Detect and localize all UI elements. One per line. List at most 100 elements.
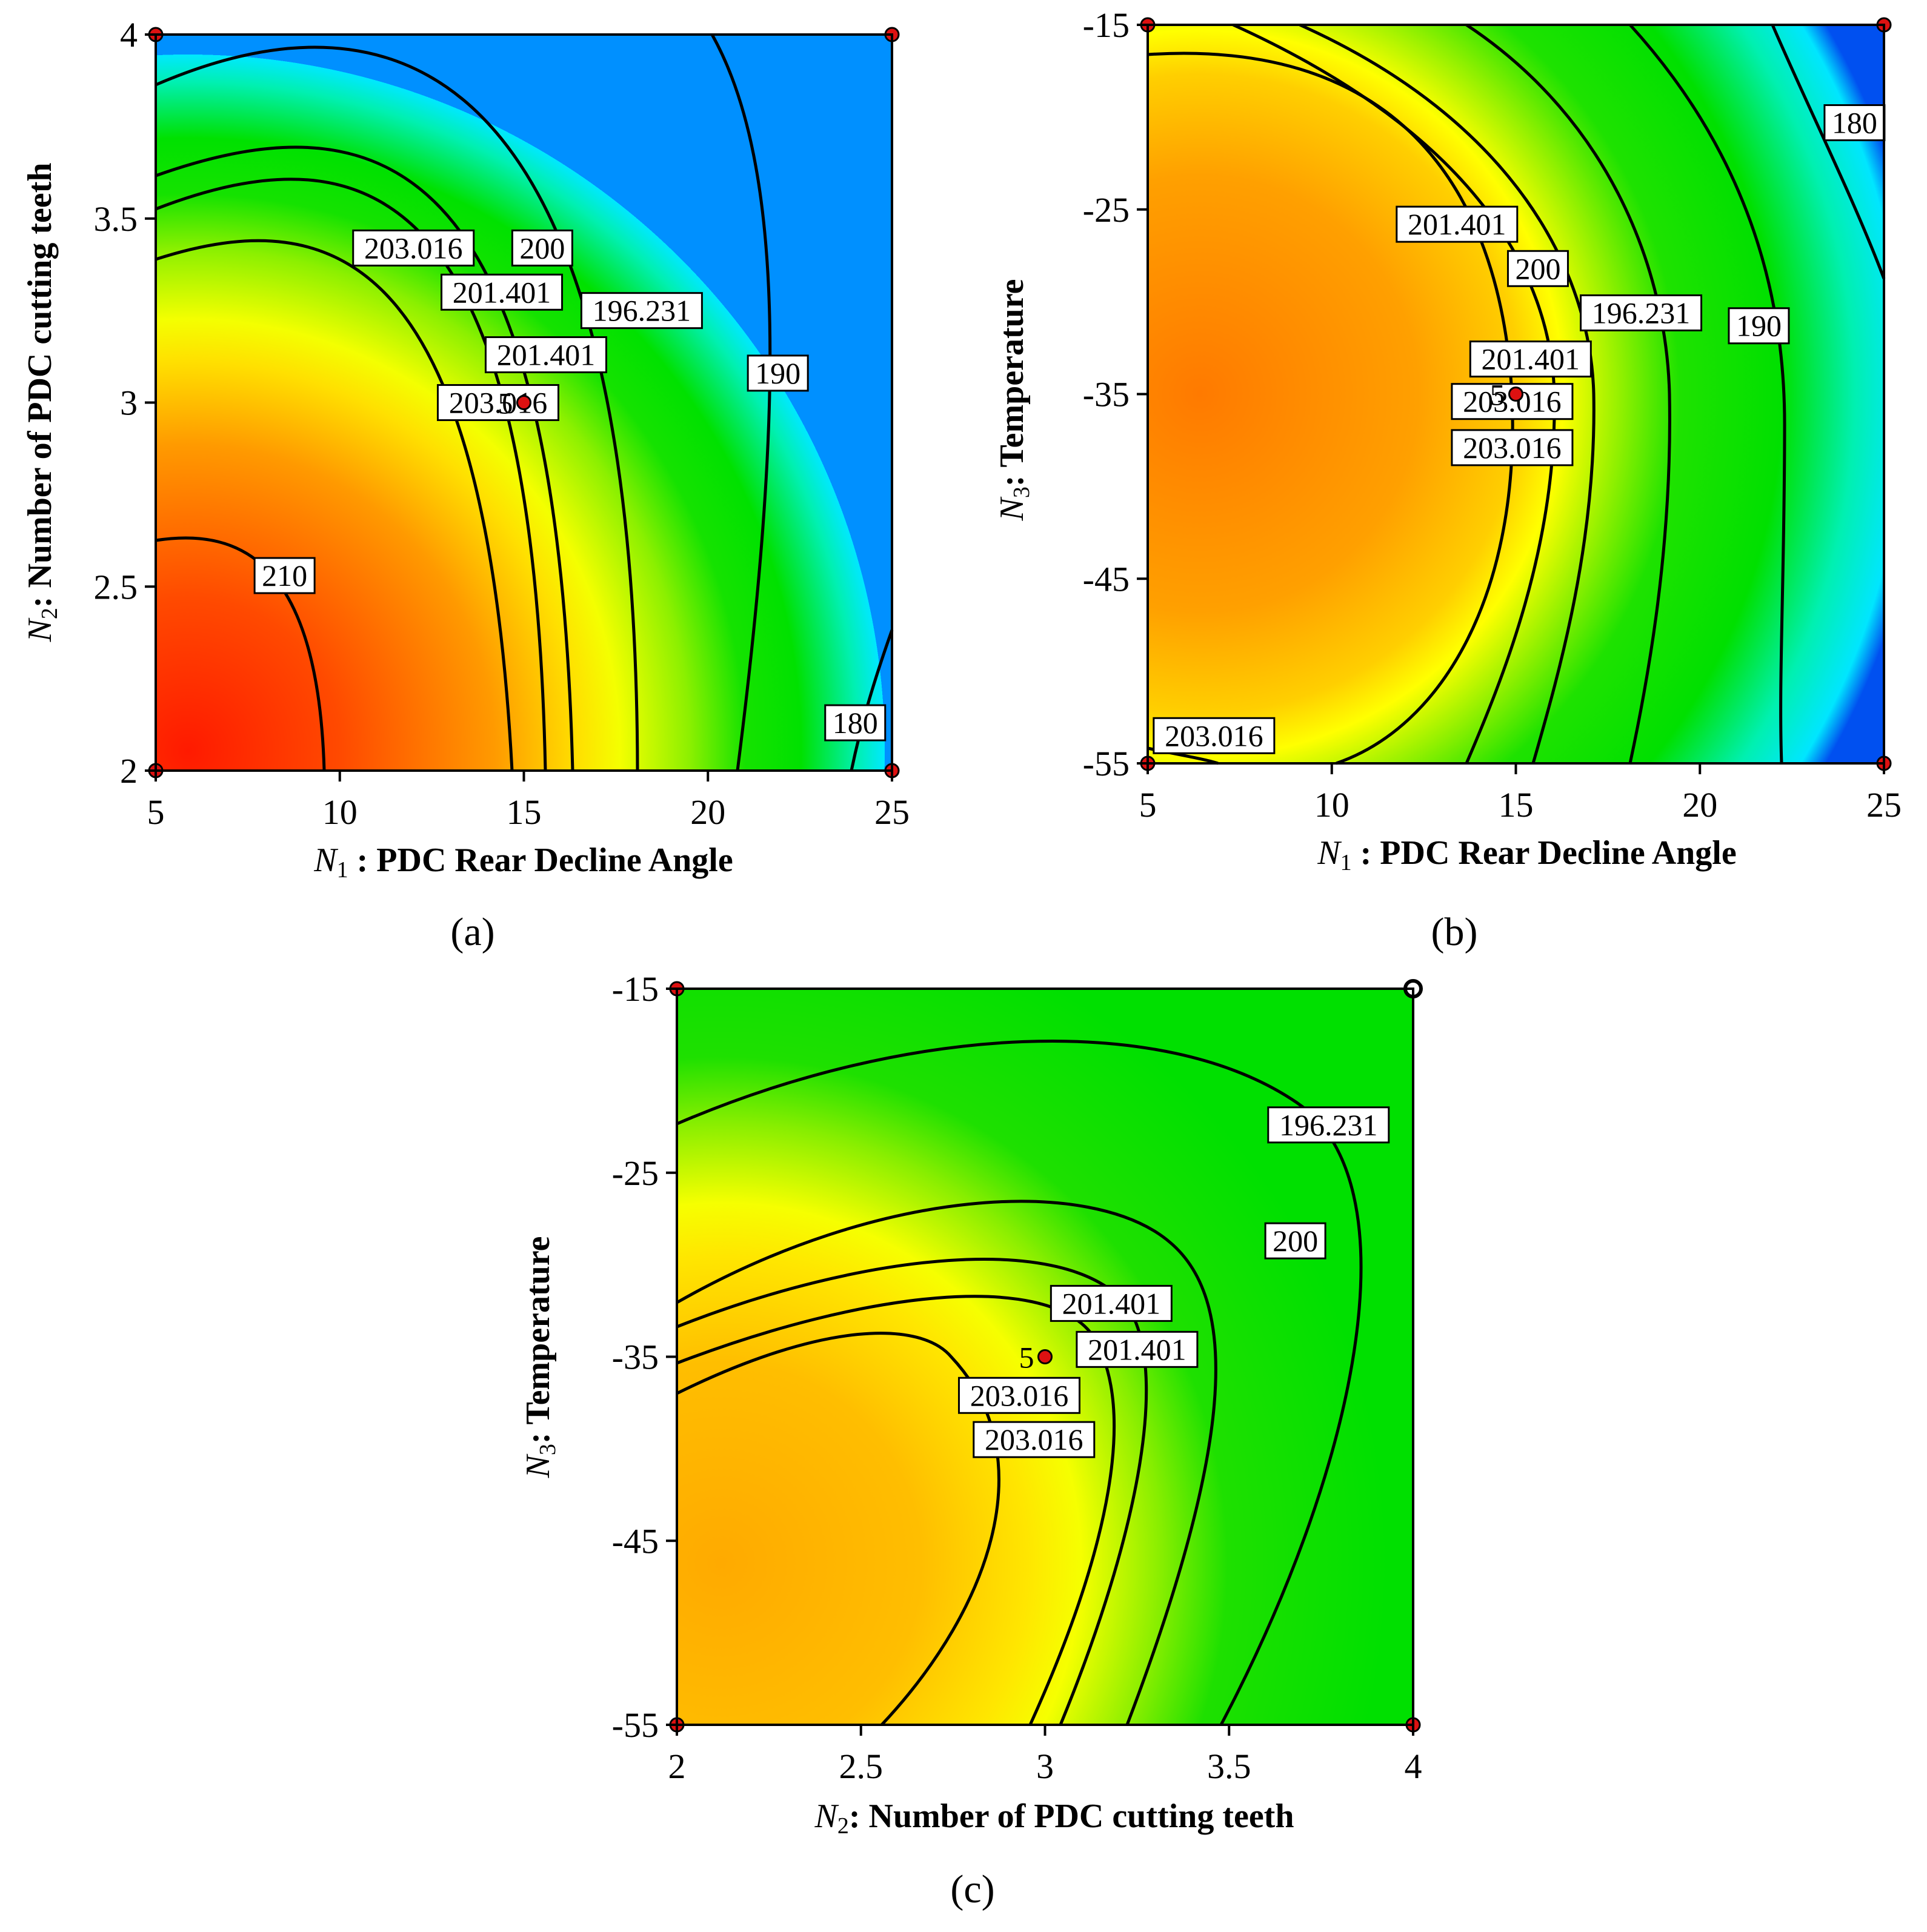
panel-a-y-ticks: 2 2.5 3 3.5 4 [94,15,156,791]
contour-label: 200 [511,229,573,267]
contour-label-box [441,273,564,311]
contour-line-201-401-b [1232,23,1556,764]
contour-line-190-b [1629,24,1786,764]
contour-label-text: 201.401 [1408,207,1506,241]
contour-label-box [253,557,316,594]
contour-label: 201.401 [441,273,564,311]
y-tick-label: 3 [120,383,138,423]
contour-label: 200 [1264,1222,1326,1260]
contour-label-text: 203.016 [1463,431,1562,465]
x-tick-label: 3 [1036,1747,1054,1786]
contour-label: 200 [1506,250,1569,287]
contour-line-200-a [155,145,574,771]
y-tick-label: -25 [1083,190,1130,230]
contour-line-200-c [676,1200,1217,1725]
contour-label-text: 201.401 [1062,1286,1161,1320]
contour-line-200-b [1299,23,1596,764]
contour-line-203-016-a [155,239,514,771]
contour-label: 201.401 [1050,1284,1173,1322]
contour-label-text: 190 [1736,309,1782,343]
contour-label-box [1264,1222,1326,1260]
contour-label: 196.231 [1580,294,1703,331]
contour-label-box [484,336,607,374]
contour-label-box [1451,429,1574,466]
contour-label-text: 200 [1273,1224,1318,1258]
y-tick-label: 2.5 [94,567,138,606]
x-tick-label: 15 [507,792,542,832]
center-point-label: 5 [498,387,513,420]
contour-label-box [1396,205,1519,243]
contour-label-text: 203.016 [970,1378,1069,1412]
contour-label-text: 203.016 [364,231,463,265]
contour-label-text: 180 [1832,106,1877,140]
contour-label-text: 190 [755,356,800,390]
contour-label-box [1153,717,1276,754]
panel-c-contour-labels: 196.231 200 201.401 201.401 203.016 203.016 [957,1106,1390,1458]
contour-label: 180 [1823,104,1886,142]
panel-a-x-axis-title: N1 : PDC Rear Decline Angle [313,842,733,883]
panel-b-label: (b) [1431,910,1478,954]
contour-label: 201.401 [1396,205,1519,243]
panel-b-x-axis-title: N1 : PDC Rear Decline Angle [1317,834,1736,875]
panel-a-y-axis-title: N2: Number of PDC cutting teeth [21,163,62,643]
contour-label: 180 [824,704,887,742]
contour-label-text: 201.401 [453,275,551,309]
contour-label-box [580,292,703,330]
contour-label: 203.016 [1451,429,1574,466]
panel-c: 196.231 200 201.401 201.401 203.016 203.016 5… [519,969,1423,1911]
contour-label-box [352,229,475,267]
contour-label: 190 [1728,307,1790,345]
contour-label-text: 201.401 [1088,1332,1186,1366]
contour-line-180-b [1771,24,1886,279]
panel-c-y-axis-title: N3: Temperature [519,1236,561,1478]
center-point [516,395,531,410]
panel-c-contours [676,1040,1363,1726]
contour-label-box [1050,1284,1173,1322]
y-tick-label: 3.5 [94,199,138,239]
contour-label: 203.016 [973,1421,1096,1458]
y-tick-label: -45 [1083,559,1130,599]
x-tick-label: 20 [1682,785,1717,825]
x-tick-label: 10 [322,792,358,832]
contour-label: 196.231 [580,292,703,330]
panel-c-x-ticks: 2 2.5 3 3.5 4 [668,1725,1422,1786]
panel-b-contour-labels: 180 201.401 200 196.231 190 201.401 203.016 203… [1153,104,1886,754]
contour-label-box [511,229,573,267]
x-tick-label: 2.5 [839,1747,884,1786]
center-point [1508,387,1523,402]
contour-label-text: 196.231 [1592,296,1691,330]
contour-label: 201.401 [1469,340,1592,378]
contour-line-203-016-c [676,1332,1000,1726]
contour-label-box [973,1421,1096,1458]
x-tick-label: 2 [668,1747,686,1786]
contour-line-196-231-b [1465,23,1671,764]
y-tick-label: -35 [1083,375,1130,414]
panel-a-label: (a) [450,910,494,954]
contour-label-box [747,354,809,392]
contour-label: 201.401 [484,336,607,374]
contour-label: 203.016 [1153,717,1276,754]
panel-b: 180 201.401 200 196.231 190 201.401 203.016 203… [993,5,1902,954]
contour-line-196-231-c [676,1040,1363,1726]
contour-label-box [1580,294,1703,331]
contour-line-196-231-a [155,45,639,771]
panel-c-label: (c) [950,1867,994,1911]
y-tick-label: -55 [612,1705,659,1745]
panel-c-x-axis-title: N2: Number of PDC cutting teeth [814,1798,1294,1839]
contour-label: 203.016 [352,229,475,267]
panel-a-x-ticks: 5 10 15 20 25 [147,771,910,832]
contour-label-box [1506,250,1569,287]
y-tick-label: -15 [612,969,659,1009]
y-tick-label: -55 [1083,744,1130,783]
panel-c-y-ticks: -55 -45 -35 -25 -15 [612,969,677,1745]
x-tick-label: 3.5 [1207,1747,1251,1786]
contour-label-box [1076,1330,1199,1368]
contour-label-text: 201.401 [497,338,596,372]
x-tick-label: 4 [1405,1747,1422,1786]
y-tick-label: 2 [120,751,138,791]
contour-label-text: 210 [262,559,307,593]
y-tick-label: -15 [1083,5,1130,45]
